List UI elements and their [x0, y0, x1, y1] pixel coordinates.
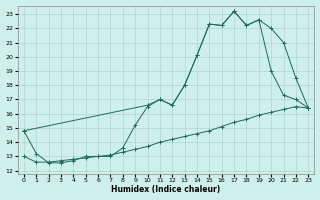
- X-axis label: Humidex (Indice chaleur): Humidex (Indice chaleur): [111, 185, 221, 194]
